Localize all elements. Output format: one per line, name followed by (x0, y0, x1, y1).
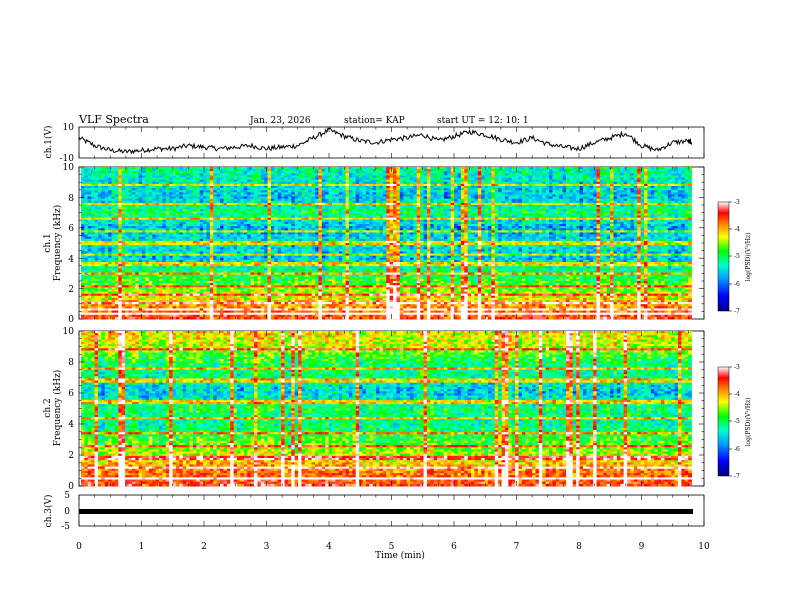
ch1-spectrogram (81, 167, 692, 319)
ch1-waveform-ylabel: ch.1(V) (43, 126, 54, 159)
figure-date: Jan. 23, 2026 (249, 116, 311, 126)
start-ut-label: start UT = 12: 10: 1 (437, 116, 529, 126)
ch1-spectrogram-panel: 0 2 4 6 8 10 ch.1 Frequency (kHz) -3 -4 … (43, 163, 752, 325)
ch1-waveform-panel: 10 -10 ch.1(V) (43, 123, 704, 164)
ch1-trace (79, 128, 692, 153)
ch1-ytick-top: 10 (63, 123, 75, 133)
ch1-ticks (79, 127, 704, 158)
figure-title: VLF Spectra (78, 113, 149, 126)
station-label: station= KAP (344, 116, 405, 126)
